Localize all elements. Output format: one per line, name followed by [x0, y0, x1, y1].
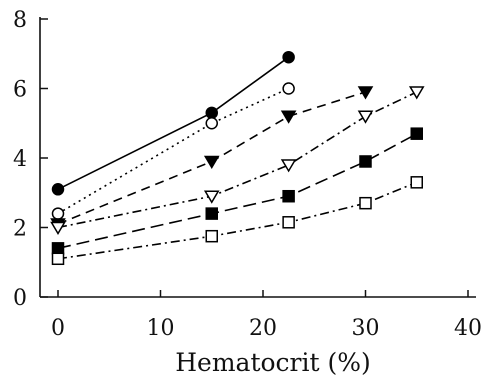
- series-line: [57, 91, 366, 225]
- data-point-circle: [51, 207, 65, 220]
- y-tick-label: 0: [13, 286, 27, 311]
- series-5: [51, 127, 423, 255]
- data-point-square: [359, 155, 372, 168]
- data-point-square: [282, 189, 295, 203]
- series-2: [51, 82, 295, 220]
- series-line: [57, 132, 418, 250]
- data-point-triangle: [357, 110, 374, 124]
- data-point-square: [51, 242, 65, 255]
- x-tick-label: 10: [147, 316, 175, 341]
- y-tick-label: 6: [13, 78, 27, 103]
- data-point-triangle: [203, 190, 220, 204]
- data-point-circle: [51, 183, 65, 196]
- x-tick-label: 20: [249, 316, 277, 341]
- series-4: [50, 86, 425, 235]
- y-tick-label: 4: [13, 147, 27, 172]
- series-line: [57, 181, 418, 260]
- data-point-triangle: [408, 86, 425, 100]
- x-tick-label: 40: [454, 316, 482, 341]
- data-point-square: [205, 207, 218, 220]
- x-axis-title: Hematocrit (%): [175, 348, 371, 377]
- data-point-square: [282, 216, 295, 229]
- data-point-triangle: [280, 159, 297, 173]
- series-1: [51, 50, 295, 196]
- data-point-square: [51, 252, 65, 266]
- data-point-triangle: [50, 221, 66, 235]
- series-line: [57, 56, 290, 191]
- data-point-square: [359, 196, 372, 210]
- series-line: [57, 87, 289, 215]
- y-tick-label: 8: [13, 8, 27, 33]
- series-layer: [50, 50, 425, 266]
- data-point-square: [410, 127, 423, 140]
- x-tick-label: 30: [352, 316, 380, 341]
- axes: 0 2 4 6 8 0 10 20 30 40: [13, 8, 482, 341]
- series-6: [51, 176, 423, 266]
- data-point-square: [410, 176, 423, 189]
- series-line: [57, 91, 418, 229]
- data-point-circle: [282, 50, 295, 64]
- data-point-circle: [205, 117, 218, 130]
- data-point-circle: [205, 106, 218, 120]
- data-point-triangle: [357, 86, 374, 100]
- data-point-circle: [282, 82, 295, 95]
- data-point-triangle: [203, 155, 220, 169]
- y-tick-label: 2: [13, 217, 27, 242]
- x-tick-label: 0: [51, 316, 65, 341]
- data-point-triangle: [280, 110, 297, 124]
- data-point-square: [205, 229, 218, 243]
